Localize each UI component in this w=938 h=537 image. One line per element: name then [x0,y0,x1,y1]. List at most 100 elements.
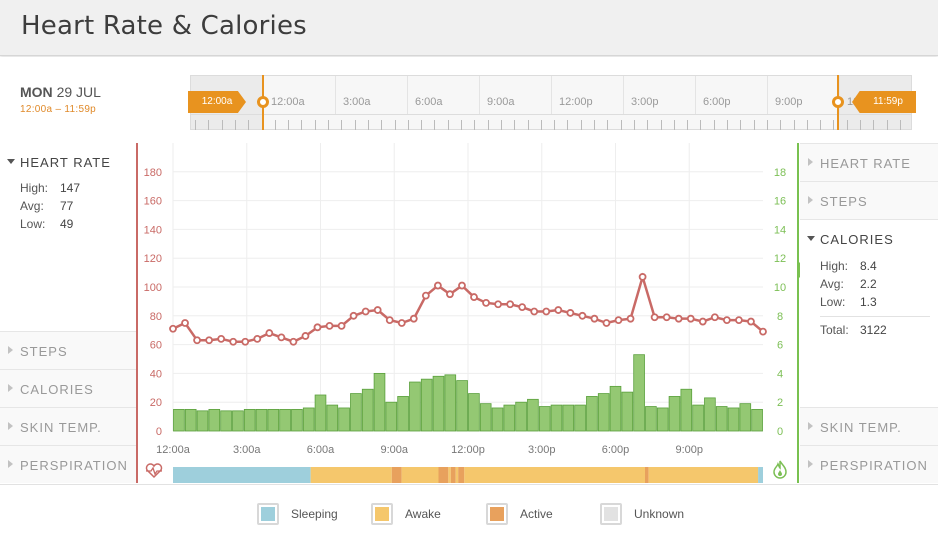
timeline-tick [713,120,715,130]
expand-arrow-icon[interactable] [807,236,815,241]
right-axis-indicator [798,261,800,279]
calorie-bar [184,408,197,432]
timeline-tick [673,120,675,130]
calories-label: CALORIES [20,382,94,397]
calorie-bar [279,408,291,432]
cal-total-label: Total: [820,323,849,337]
timeline-gridline [335,76,336,114]
activity-segment-awake [401,467,439,483]
activity-segment-active [450,467,456,483]
expand-arrow-icon[interactable] [7,159,15,164]
timeline-tick [660,120,662,130]
timeline-gridline [767,76,768,114]
timeline-scrubber[interactable]: 12:00a 3:00a 6:00a 9:00a 12:00p 3:00p 6:00p 9:0… [190,75,912,130]
timeline-tick [195,120,196,130]
calorie-bar [527,398,539,432]
flame-icon [773,460,787,479]
y-axis-right-tick-label: 2 [777,397,783,409]
heart-rate-point [518,303,527,312]
y-axis-left-tick-label: 140 [144,224,162,236]
calorie-bar [220,410,232,432]
end-time-tag[interactable]: 11:59p [852,91,916,113]
sidebar-item-calories-left[interactable]: CALORIES [0,369,136,407]
swatch-fill [490,507,504,521]
timeline-tick [607,120,609,130]
heart-rate-calories-chart[interactable]: 0 20 40 60 80 100 120 140 160 180 0 2 4 6 8 10 12 14 16 18 1… [136,143,800,483]
hr-avg-label: Avg: [20,199,44,213]
timeline-tick [487,120,489,130]
chevron-right-icon [808,158,813,166]
calorie-bar [479,403,492,432]
y-axis-right-tick-label: 8 [777,311,783,323]
x-axis-tick-label: 6:00a [307,444,335,456]
heart-rate-point [313,323,322,332]
timeline-tick [234,120,236,130]
heart-rate-point [421,291,430,300]
timeline-tick [540,120,542,130]
timeline-tick [474,120,476,130]
calorie-bar [456,380,468,432]
heart-rate-label: HEART RATE [820,156,911,171]
x-axis-tick-label: 12:00p [451,444,485,456]
timeline-tick [820,120,822,130]
y-axis-right-tick-label: 10 [774,282,786,294]
left-metric-panel: HEART RATE High: 147 Avg: 77 Low: 49 STE… [0,143,136,483]
calorie-bar [314,394,327,432]
activity-segment-active [458,467,465,483]
legend-unknown-label: Unknown [634,507,685,521]
calorie-bar [633,354,645,432]
activity-segment-awake [310,467,392,483]
timeline-tick [367,120,369,130]
timeline-gridline [479,76,480,114]
activity-segment-awake [648,467,759,483]
heart-rate-point [542,307,551,316]
heart-rate-point [650,313,659,322]
calorie-bar [680,388,693,432]
timeline-tick [766,120,768,130]
heart-rate-point [253,334,262,343]
calorie-bar [255,408,268,432]
heart-rate-point [265,329,274,337]
cal-total-value: 3122 [860,323,887,337]
heart-rate-point [614,316,623,325]
heart-rate-point [229,337,238,346]
calorie-bar [267,408,280,432]
calorie-bar [291,408,303,432]
sidebar-item-perspiration-left[interactable]: PERSPIRATION [0,445,136,483]
cal-high-value: 8.4 [860,259,877,273]
calorie-bar [715,406,728,432]
calorie-bar [645,406,657,432]
timeline-tick [394,120,396,130]
timeline-tick [447,120,449,130]
time-range-label: 12:00a – 11:59p [20,104,97,115]
timeline-start-handle[interactable] [257,96,269,108]
y-axis-left-tick-label: 120 [144,253,162,265]
y-axis-right-tick-label: 14 [774,224,786,236]
timeline-end-handle[interactable] [832,96,844,108]
sidebar-item-skin-temp-right[interactable]: SKIN TEMP. [800,407,938,445]
y-axis-right-tick-label: 4 [777,368,783,380]
sidebar-item-skin-temp-left[interactable]: SKIN TEMP. [0,407,136,445]
swatch-fill [261,507,275,521]
start-time-tag[interactable]: 12:00a [188,91,246,113]
calorie-bar [432,375,445,432]
heart-rate-title[interactable]: HEART RATE [20,155,111,170]
timeline-tick [700,120,702,130]
date-display[interactable]: MON 29 JUL [20,84,101,100]
heart-rate-point [722,316,731,325]
sidebar-item-steps-right[interactable]: STEPS [800,181,938,219]
heart-rate-point [554,306,563,314]
x-axis-tick-label: 12:00a [156,444,191,456]
timeline-tick [381,120,383,130]
timeline-tick [288,120,290,130]
sidebar-item-heart-rate-right[interactable]: HEART RATE [800,143,938,181]
timeline-tick [500,120,502,130]
sidebar-item-perspiration-right[interactable]: PERSPIRATION [800,445,938,483]
calorie-bar [385,401,398,432]
sidebar-item-steps-left[interactable]: STEPS [0,331,136,369]
calories-title[interactable]: CALORIES [820,232,894,247]
cal-avg-value: 2.2 [860,277,877,291]
timeline-gridline [551,76,552,114]
timeline-tick [341,120,343,130]
